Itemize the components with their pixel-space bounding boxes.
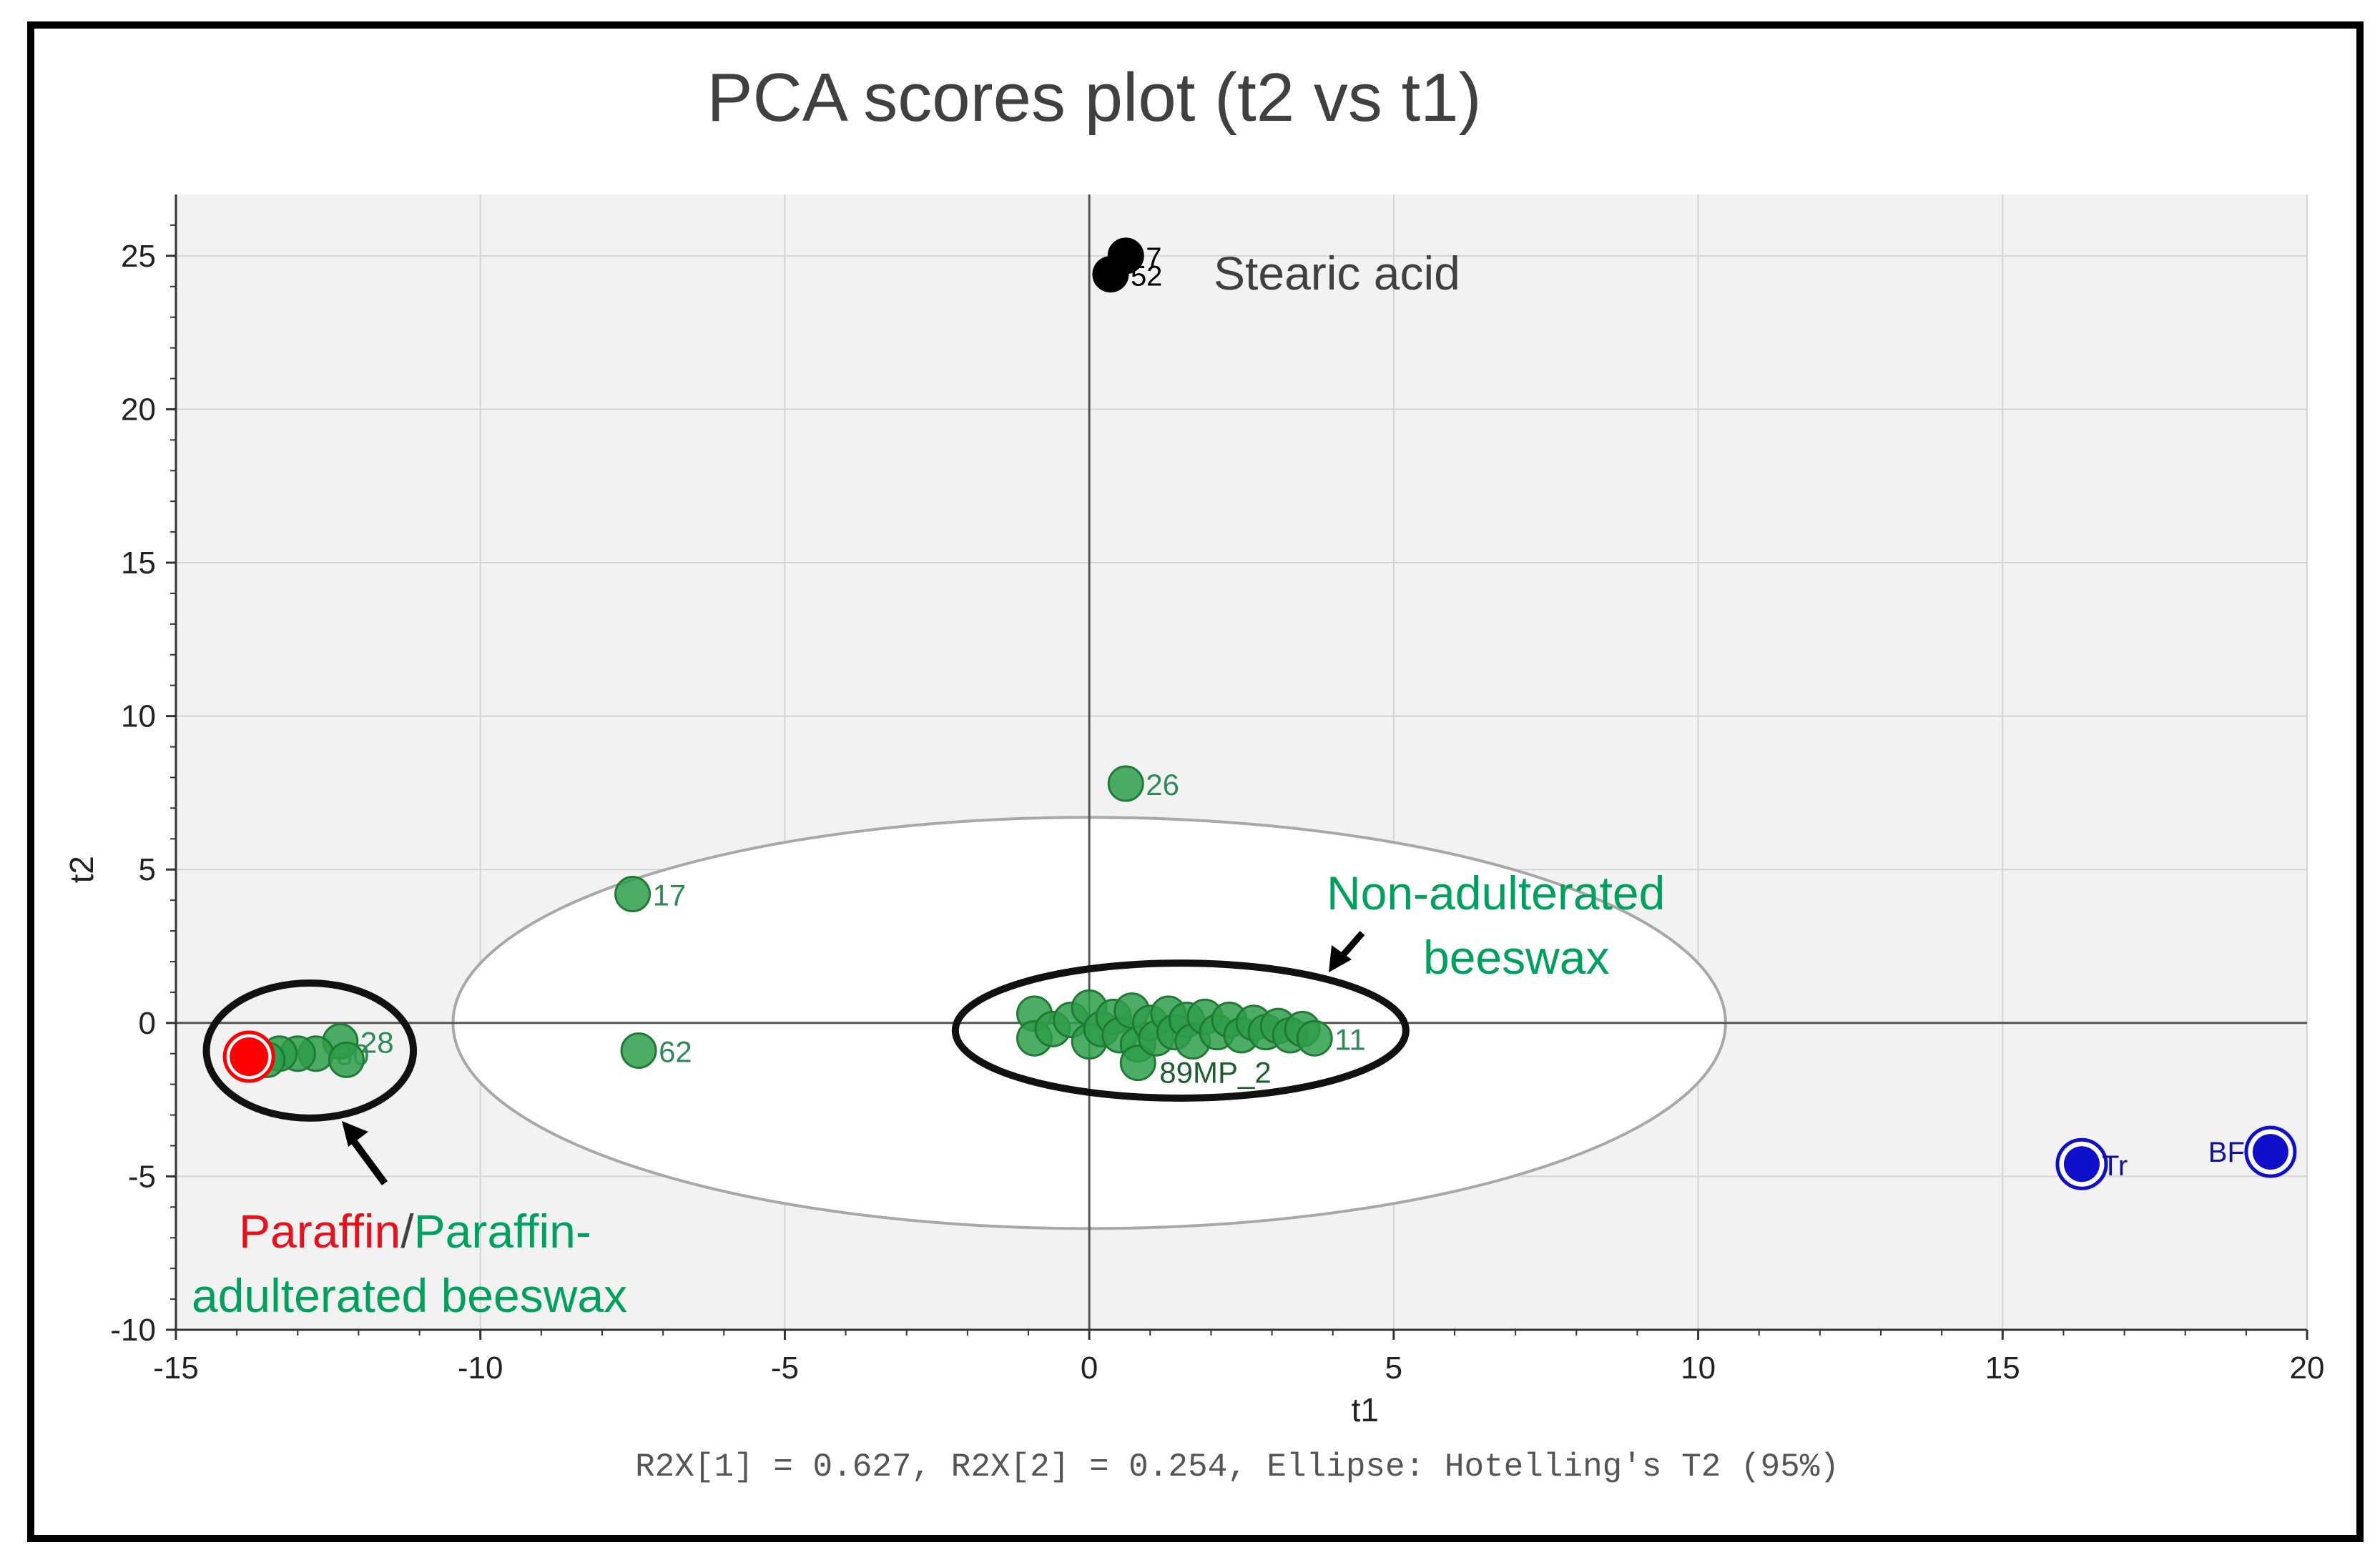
arrow-paraffin	[342, 1121, 388, 1185]
data-point	[2252, 1134, 2288, 1170]
x-tick-label: 15	[1985, 1351, 2020, 1386]
data-point	[1092, 256, 1129, 293]
annotation-stearic-acid: Stearic acid	[1214, 247, 1460, 300]
data-point	[230, 1037, 269, 1077]
group-ellipse-non-adulterated	[951, 959, 1410, 1102]
annotation-non-adulterated: Non-adulterated	[1327, 867, 1665, 919]
annotation-adulterated-beeswax: adulterated beeswax	[192, 1269, 627, 1322]
x-tick-label: 0	[1081, 1351, 1098, 1386]
x-tick-label: 10	[1681, 1351, 1716, 1386]
data-point	[614, 876, 651, 913]
data-point	[328, 1041, 365, 1078]
data-point-label: 62	[659, 1035, 692, 1068]
y-tick-label: -5	[128, 1159, 156, 1194]
y-tick-label: 10	[121, 699, 156, 734]
y-tick-label: 5	[139, 852, 156, 887]
y-tick-label: 0	[139, 1006, 156, 1041]
data-point-label: 17	[653, 879, 687, 912]
data-points: 89MP_2112617622830752TrBF	[222, 237, 2297, 1190]
data-point-label: 28	[360, 1026, 394, 1060]
group-ellipse-paraffin	[202, 979, 418, 1122]
x-tick-label: -5	[771, 1351, 799, 1386]
data-point-label: 52	[1131, 261, 1163, 292]
arrow-non-adulterated	[1329, 931, 1365, 972]
data-point	[1107, 765, 1144, 802]
data-point-label: 26	[1146, 768, 1179, 801]
annotation-beeswax: beeswax	[1423, 931, 1610, 984]
data-point	[620, 1032, 657, 1069]
data-point	[2063, 1146, 2100, 1183]
annotation-paraffin: Paraffin	[239, 1205, 400, 1258]
y-tick-label: 25	[121, 239, 156, 274]
annotation-slash: /	[400, 1205, 414, 1258]
annotation-paraffin-adulterated: Paraffin-	[414, 1205, 591, 1258]
y-axis-title: t2	[63, 856, 100, 883]
group-ellipses	[202, 959, 1410, 1122]
data-point-label: BF	[2208, 1137, 2245, 1168]
y-tick-label: 15	[121, 545, 156, 581]
x-tick-label: -15	[153, 1351, 199, 1386]
data-point-label: Tr	[2102, 1150, 2128, 1182]
data-point	[1119, 1045, 1156, 1082]
x-axis-title: t1	[1352, 1391, 1379, 1428]
data-point-label: 7	[1146, 242, 1161, 274]
y-tick-label: -10	[110, 1313, 156, 1348]
data-point	[1296, 1020, 1333, 1057]
annotations: Stearic acid Non-adulterated beeswax Par…	[192, 247, 1665, 1322]
x-tick-label: 20	[2290, 1351, 2325, 1386]
y-tick-label: 20	[121, 392, 156, 427]
chart-title: PCA scores plot (t2 vs t1)	[707, 59, 1482, 136]
x-tick-label: -10	[458, 1351, 503, 1386]
chart-footnote: R2X[1] = 0.627, R2X[2] = 0.254, Ellipse:…	[635, 1448, 1839, 1486]
data-point-label: 11	[1334, 1022, 1366, 1056]
annotation-paraffin-line: Paraffin/Paraffin-	[239, 1205, 591, 1258]
data-point-label: 89MP_2	[1159, 1056, 1271, 1090]
x-tick-label: 5	[1385, 1351, 1402, 1386]
